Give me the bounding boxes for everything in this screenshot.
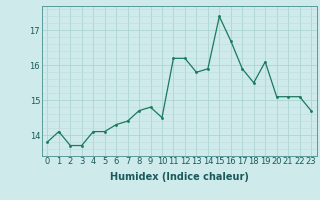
- X-axis label: Humidex (Indice chaleur): Humidex (Indice chaleur): [110, 172, 249, 182]
